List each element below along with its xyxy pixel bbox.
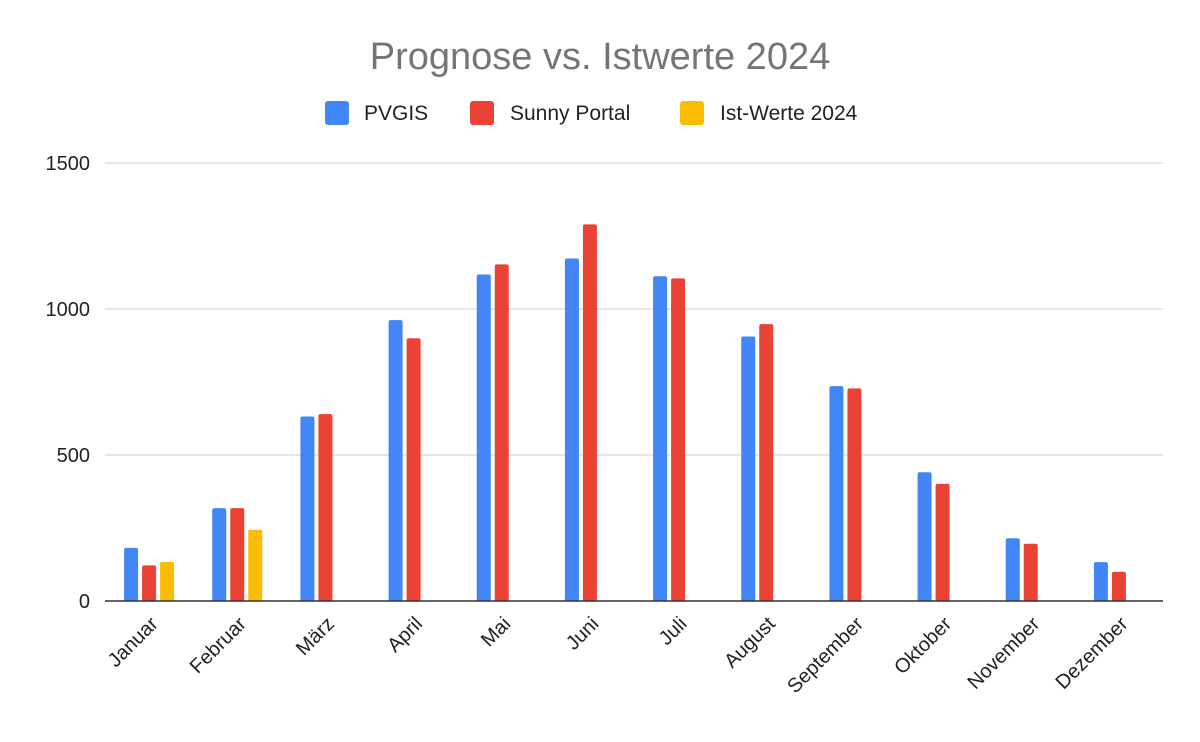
y-tick-label: 1000 [46,299,91,321]
bar-sunny-portal-5 [494,264,509,601]
bar-pvgis-7 [653,276,668,601]
legend-label: Sunny Portal [510,102,630,125]
bar-pvgis-2 [212,508,227,601]
bar-sunny-portal-6 [582,224,597,601]
legend-swatch [325,101,349,125]
bar-sunny-portal-4 [406,338,421,601]
gridlines [105,162,1163,456]
bar-pvgis-11 [1005,538,1020,601]
bar-sunny-portal-7 [671,278,686,601]
bar-sunny-portal-10 [935,483,950,601]
x-tick-label: Mai [477,613,515,651]
x-tick-label: März [292,613,339,660]
x-tick-label: Juni [562,613,604,655]
y-tick-label: 0 [79,591,90,613]
x-tick-label: Dezember [1052,613,1133,694]
legend-label: PVGIS [364,102,428,125]
x-tick-label: Januar [104,613,163,672]
x-axis-ticks: Januar Februar März April Mai Juni Juli August S… [104,613,1133,698]
chart-title: Prognose vs. Istwerte 2024 [370,36,830,78]
bar-pvgis-1 [124,547,139,601]
bar-sunny-portal-3 [318,414,333,601]
y-tick-label: 1500 [46,153,91,175]
x-tick-label: Juli [655,613,692,650]
bar-pvgis-6 [564,258,579,601]
bar-pvgis-10 [917,472,932,601]
bars [124,224,1126,601]
bar-ist-werte-2024-2 [248,529,263,601]
bar-pvgis-4 [388,320,403,601]
bar-pvgis-9 [829,386,844,601]
bar-pvgis-8 [741,336,756,601]
bar-pvgis-3 [300,416,315,601]
x-tick-label: August [720,613,780,673]
bar-sunny-portal-2 [230,508,245,601]
x-tick-label: April [383,613,427,657]
x-tick-label: November [963,613,1044,694]
x-tick-label: Februar [186,613,251,678]
bar-sunny-portal-1 [142,565,157,601]
bar-pvgis-12 [1093,562,1108,601]
bar-sunny-portal-11 [1023,543,1038,601]
bar-sunny-portal-12 [1111,571,1126,601]
bar-sunny-portal-8 [759,324,774,601]
legend-swatch [680,101,704,125]
y-axis-ticks: 0 500 1000 1500 [46,153,91,613]
x-tick-label: September [783,613,868,698]
bar-pvgis-5 [476,274,491,601]
bar-sunny-portal-9 [847,388,862,601]
legend-swatch [470,101,494,125]
bar-ist-werte-2024-1 [160,561,175,601]
legend-label: Ist-Werte 2024 [720,102,858,125]
x-tick-label: Oktober [890,613,956,679]
legend: PVGIS Sunny Portal Ist-Werte 2024 [325,101,858,125]
y-tick-label: 500 [57,445,90,467]
